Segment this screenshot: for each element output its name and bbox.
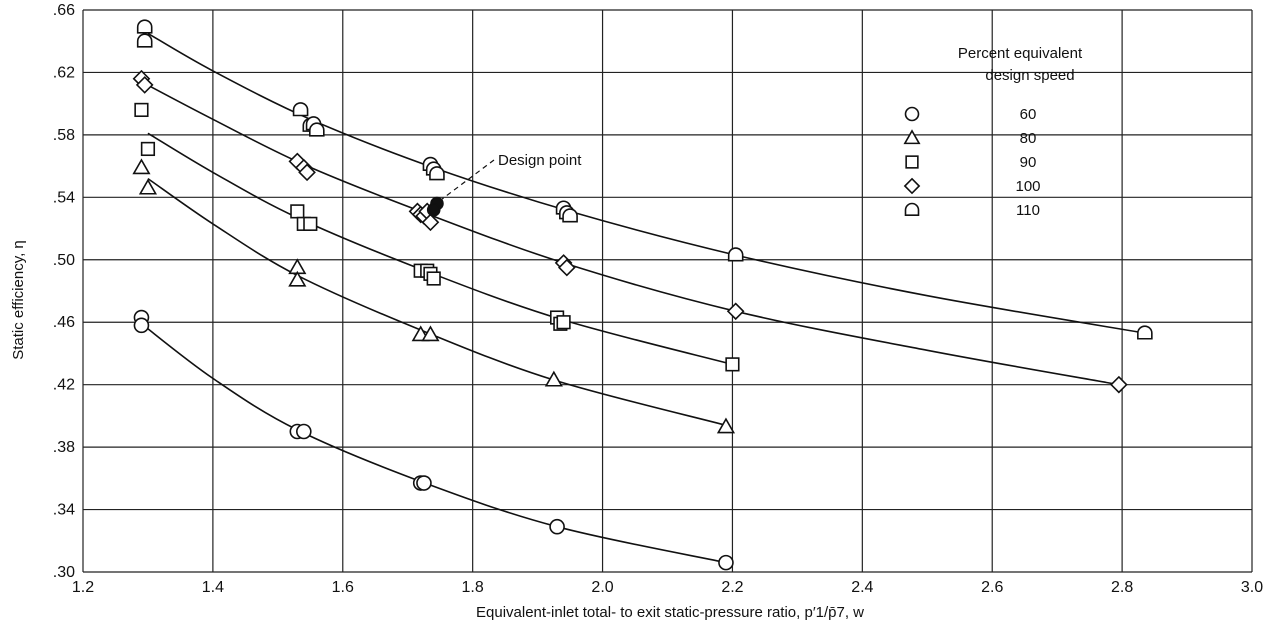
point-80-0: [132, 158, 151, 175]
x-tick-label-0: 1.2: [72, 579, 94, 596]
legend-marker-80: [903, 129, 921, 145]
design-point-leader: [441, 159, 495, 200]
point-90-11: [556, 315, 571, 330]
legend-marker-60: [904, 106, 920, 122]
design-point-annotation: Design point: [441, 152, 582, 200]
x-tick-label-8: 2.8: [1111, 579, 1133, 596]
point-110-0: [136, 19, 153, 34]
x-tick-label-5: 2.2: [721, 579, 743, 596]
point-90-0: [134, 102, 149, 118]
point-110-1-shape: [136, 33, 153, 48]
point-110-2-shape: [292, 102, 309, 117]
marker-layer: [132, 19, 1153, 571]
point-60-6: [549, 518, 565, 535]
y-tick-label-4: .46: [53, 314, 75, 331]
point-80-6: [544, 370, 563, 387]
point-110-12-shape: [727, 247, 744, 262]
point-90-8: [426, 271, 441, 286]
point-100-12: [726, 302, 745, 321]
point-110-11-shape: [562, 208, 578, 223]
tick-label-layer: 1.2 1.4 1.6 1.8 2.0 2.2 2.4 2.6 2.8 3.0 .30 .34 .38.…: [53, 2, 1263, 596]
point-90-1: [140, 141, 156, 157]
legend-marker-110-shape: [904, 202, 920, 216]
y-tick-label-8: .62: [53, 64, 75, 81]
legend-label-80: 80: [1020, 130, 1037, 147]
x-tick-label-1: 1.4: [202, 579, 224, 596]
y-tick-label-7: .58: [53, 127, 75, 144]
y-tick-label-6: .54: [53, 189, 75, 206]
point-110-8-shape: [429, 166, 445, 181]
grid-layer: [82, 9, 1253, 573]
legend-title-line-2: design speed: [985, 67, 1074, 84]
curve-60: [141, 323, 727, 564]
point-110-5: [309, 122, 325, 137]
legend: Percent equivalent design speed 60 80 90 10…: [903, 45, 1083, 219]
legend-marker-110: [904, 202, 920, 216]
point-110-0-shape: [136, 19, 153, 34]
legend-marker-90: [905, 155, 919, 169]
curve-80: [147, 177, 727, 427]
point-60-3: [296, 423, 312, 440]
point-90-12: [725, 357, 740, 372]
point-100-1: [135, 76, 154, 94]
point-110-11: [562, 208, 578, 223]
y-tick-label-0: .30: [53, 564, 75, 581]
curve-100: [141, 81, 1120, 386]
legend-items: 60 80 90 100 110: [903, 106, 1041, 219]
point-100-9: [421, 213, 440, 232]
y-tick-label-5: .50: [53, 252, 75, 269]
y-tick-label-2: .38: [53, 439, 75, 456]
legend-label-90: 90: [1020, 154, 1037, 171]
x-tick-label-4: 2.0: [591, 579, 613, 596]
x-tick-label-7: 2.6: [981, 579, 1003, 596]
curve-layer: [141, 32, 1145, 564]
point-100-13: [1110, 375, 1128, 394]
design-point-marker-1: [426, 203, 441, 217]
x-tick-label-3: 1.8: [462, 579, 484, 596]
point-110-13-shape: [1137, 325, 1153, 340]
point-90-2: [290, 204, 305, 219]
y-axis-title: Static efficiency, η: [10, 240, 27, 360]
point-80-3: [288, 270, 307, 287]
point-60-1: [133, 317, 150, 334]
point-90-4: [303, 216, 318, 231]
point-110-13: [1137, 325, 1153, 340]
y-tick-label-9: .66: [53, 2, 75, 19]
point-60-5: [416, 475, 432, 491]
legend-label-60: 60: [1020, 106, 1037, 123]
point-100-4: [298, 163, 316, 182]
y-tick-label-3: .42: [53, 377, 75, 394]
point-110-12: [727, 247, 744, 262]
point-80-5: [421, 325, 440, 342]
point-60-7: [718, 554, 734, 571]
point-100-11: [558, 258, 576, 277]
legend-marker-100: [903, 177, 921, 195]
point-110-8: [429, 166, 445, 181]
legend-label-100: 100: [1015, 178, 1040, 195]
x-axis-title: Equivalent-inlet total- to exit static-p…: [476, 604, 864, 621]
point-80-7: [716, 417, 736, 434]
x-tick-label-9: 3.0: [1241, 579, 1263, 596]
legend-title-line-1: Percent equivalent: [958, 45, 1083, 62]
x-tick-label-2: 1.6: [332, 579, 354, 596]
y-tick-label-1: .34: [53, 502, 75, 519]
x-tick-label-6: 2.4: [851, 579, 873, 596]
point-110-2: [292, 102, 309, 117]
design-point-label: Design point: [498, 152, 582, 169]
curve-90: [147, 132, 733, 366]
point-110-5-shape: [309, 122, 325, 137]
point-110-1: [136, 33, 153, 48]
legend-label-110: 110: [1016, 202, 1040, 219]
point-80-1: [138, 178, 158, 195]
